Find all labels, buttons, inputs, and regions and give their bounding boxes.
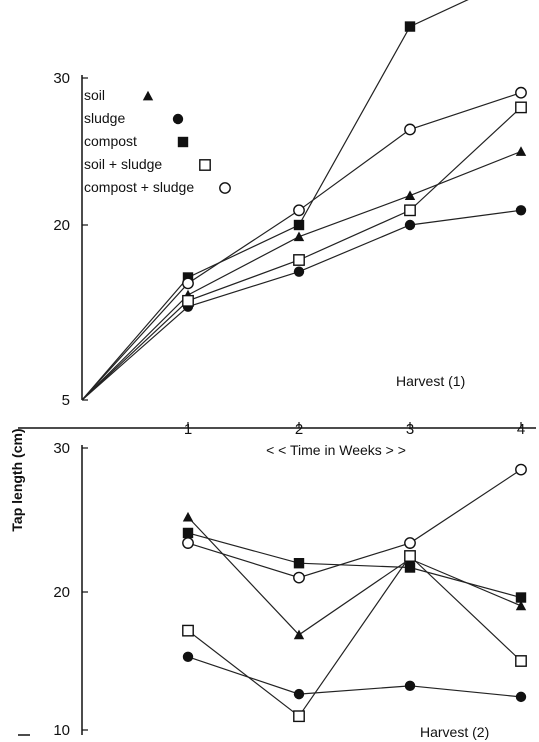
y-tick-label: 30 [53,70,70,87]
data-point [293,629,305,640]
y-axis-label: Tap length (cm) [9,428,25,531]
series-line [187,516,522,636]
data-point [293,254,305,266]
data-point [404,204,416,217]
series-soil [81,146,527,401]
data-point [404,680,416,692]
data-point [182,624,194,637]
data-point [182,294,194,307]
data-point [515,463,527,476]
data-point [404,537,416,549]
legend-marker [219,182,231,194]
legend-marker [177,136,189,148]
panel-title-harvest-2: Harvest (2) [420,724,489,740]
legend-label: soil + sludge [84,156,162,172]
series-compost-sludge [182,463,527,584]
data-point [515,691,527,703]
data-point [293,571,305,584]
y-tick-label: 5 [62,392,70,409]
data-point [515,146,527,156]
y-tick-label: 20 [53,217,70,234]
data-point [404,562,416,573]
data-point [404,219,416,231]
series-line [187,469,522,579]
series-soil-sludge [81,101,527,401]
series-compost [182,527,527,603]
x-tick-label: 4 [517,421,525,438]
series-sludge [182,651,527,703]
series-line [187,532,522,599]
axes [18,75,536,736]
x-axis-label: < < Time in Weeks > > [266,442,406,458]
data-point [293,558,305,569]
legend-marker [199,159,211,171]
series-line [81,0,469,401]
y-tick-label: 30 [53,440,70,457]
series-line [187,656,522,698]
data-point [404,190,416,201]
series-line [81,106,522,401]
y-tick-label: 20 [53,584,70,601]
data-point [293,710,305,723]
data-point [515,592,527,603]
data-point [182,511,194,522]
data-point [293,219,305,231]
data-point [182,527,194,539]
data-point [182,651,194,663]
legend-label: soil [84,87,105,103]
x-tick-label: 3 [406,421,414,438]
series-line [187,555,522,718]
data-point [404,21,416,32]
panel-title-harvest-1: Harvest (1) [396,373,465,389]
legend-marker [142,90,154,101]
data-point [404,550,416,562]
legend: soil sludge compost soil + sludge compost + … [84,87,231,195]
data-point [515,655,527,667]
legend-label: sludge [84,110,125,126]
data-point [404,123,416,136]
y-tick-label: 10 [53,722,70,739]
x-tick-label: 2 [295,421,303,438]
data-point [293,231,305,242]
legend-label: compost + sludge [84,179,194,195]
data-point [293,204,305,217]
data-point [293,266,305,277]
data-point [293,688,305,700]
data-point [182,277,194,290]
ticks: 5 20 30 10 20 30 1 2 3 4 [53,70,525,739]
series-soil [182,511,527,640]
data-point [515,101,527,114]
legend-label: compost [84,133,137,149]
series-soil-sludge [182,550,527,723]
series-layer [81,0,527,723]
legend-marker [172,113,184,125]
data-point [515,205,527,216]
data-point [515,600,527,611]
series-compost-sludge [81,86,527,401]
series-compost [81,0,469,401]
series-line [81,92,522,401]
data-point [182,537,194,549]
x-tick-label: 1 [184,421,192,438]
data-point [515,86,527,99]
